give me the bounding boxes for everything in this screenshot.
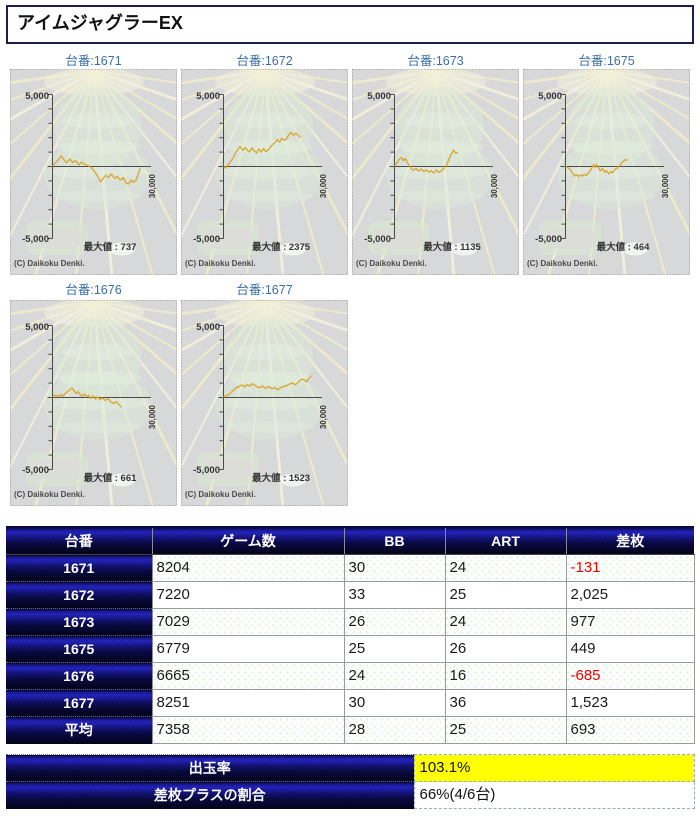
svg-text:5,000: 5,000 [25,91,49,102]
svg-text:-5,000: -5,000 [193,234,220,245]
svg-text:(C) Daikoku Denki.: (C) Daikoku Denki. [185,259,256,268]
svg-text:30,000: 30,000 [661,173,670,198]
svg-text:(C) Daikoku Denki.: (C) Daikoku Denki. [185,490,256,499]
svg-text:5,000: 5,000 [196,322,220,333]
svg-text:(C) Daikoku Denki.: (C) Daikoku Denki. [14,490,85,499]
svg-text:5,000: 5,000 [367,91,391,102]
svg-text:-5,000: -5,000 [535,234,562,245]
svg-text:-5,000: -5,000 [364,234,391,245]
svg-text:-5,000: -5,000 [22,234,49,245]
svg-text:5,000: 5,000 [196,91,220,102]
svg-text:30,000: 30,000 [319,173,328,198]
svg-text:最大値 : 661: 最大値 : 661 [84,472,138,484]
svg-text:(C) Daikoku Denki.: (C) Daikoku Denki. [356,259,427,268]
svg-text:30,000: 30,000 [148,404,157,429]
svg-text:5,000: 5,000 [538,91,562,102]
svg-text:最大値 : 1523: 最大値 : 1523 [252,472,310,484]
svg-text:最大値 : 737: 最大値 : 737 [84,241,137,253]
svg-text:30,000: 30,000 [319,404,328,429]
svg-text:-5,000: -5,000 [22,465,49,476]
svg-text:-5,000: -5,000 [193,465,220,476]
svg-text:(C) Daikoku Denki.: (C) Daikoku Denki. [14,259,85,268]
svg-text:最大値 : 464: 最大値 : 464 [597,241,651,253]
svg-text:最大値 : 2375: 最大値 : 2375 [252,241,311,253]
svg-text:30,000: 30,000 [148,173,157,198]
svg-text:5,000: 5,000 [25,322,49,333]
svg-text:(C) Daikoku Denki.: (C) Daikoku Denki. [527,259,598,268]
svg-text:30,000: 30,000 [490,173,499,198]
svg-text:最大値 : 1135: 最大値 : 1135 [423,241,481,253]
